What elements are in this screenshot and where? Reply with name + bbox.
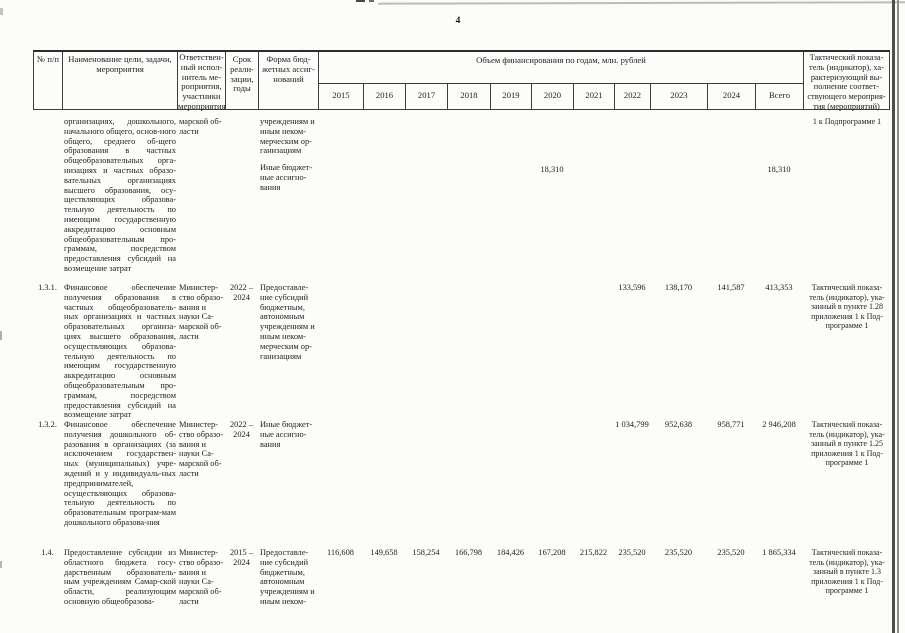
header-cell-indicator: Тактический показа-тель (индикатор), ха-… <box>804 52 890 111</box>
row-indicator: Тактический показа-тель (индикатор), ука… <box>809 420 885 468</box>
value-cell: 215,822 <box>579 548 608 557</box>
value-cell: 235,520 <box>717 548 745 557</box>
value-cell: 18,310 <box>540 165 564 174</box>
value-cell: 235,520 <box>618 548 646 557</box>
header-year-2023: 2023 <box>651 84 708 110</box>
header-year-2016: 2016 <box>364 84 406 110</box>
value-cell: 2 946,208 <box>762 420 796 429</box>
scan-artifact-mark <box>356 0 365 2</box>
header-cell-num: № п/п <box>34 52 63 110</box>
row-form: Предоставле-ние субсидий бюджетным, авто… <box>260 283 318 361</box>
header-year-total: Всего <box>756 84 804 110</box>
row-indicator: 1 к Подпрограмме 1 <box>812 117 882 126</box>
row-indicator: Тактический показа-тель (индикатор), ука… <box>809 548 885 596</box>
scan-speck <box>0 8 3 15</box>
value-cell: 158,254 <box>412 548 440 557</box>
header-year-2021: 2021 <box>574 84 615 110</box>
row-executor: Министер-ство образо-вания и науки Са-ма… <box>179 548 224 606</box>
value-cell: 413,353 <box>765 283 793 292</box>
value-cell: 18,310 <box>767 165 791 174</box>
value-cell: 958,771 <box>717 420 745 429</box>
scan-speck <box>0 561 2 568</box>
form-entry: Иные бюджет-ные ассигно-вания <box>260 163 313 192</box>
value-cell: 167,208 <box>538 548 566 557</box>
header-year-2015: 2015 <box>319 84 364 110</box>
table-row: 1.4. Предоставление субсидии из областно… <box>33 546 890 633</box>
row-form: Предоставле-ние субсидий бюджетным, авто… <box>260 548 318 607</box>
row-form: Иные бюджет-ные ассигно-вания <box>260 420 318 449</box>
form-entry: Предоставле-ние субсидий бюджетным, авто… <box>260 548 315 606</box>
financing-table: № п/п Наименование цели, задачи, меропри… <box>33 50 890 633</box>
row-term: 2015 – 2024 <box>229 548 254 567</box>
value-cell: 166,798 <box>454 548 483 557</box>
scan-edge-shadow <box>892 0 895 633</box>
row-name: Финансовое обеспечение получения образов… <box>64 283 176 420</box>
header-year-2017: 2017 <box>406 84 448 110</box>
scan-speck <box>0 331 2 340</box>
value-cell: 1 034,799 <box>615 420 649 429</box>
row-name: Предоставление субсидии из областного бю… <box>64 548 176 606</box>
header-year-2022: 2022 <box>615 84 651 110</box>
row-executor: марской об-ласти <box>179 117 222 136</box>
value-cell: 184,426 <box>496 548 525 557</box>
row-executor: Министер-ство образо-вания и науки Са-ма… <box>179 283 224 341</box>
header-year-2018: 2018 <box>448 84 491 110</box>
value-cell: 133,596 <box>618 283 646 292</box>
header-year-2024: 2024 <box>708 84 756 110</box>
value-cell: 1 865,334 <box>762 548 796 557</box>
row-num: 1.3.2. <box>38 420 57 429</box>
row-name: организациях, дошкольного, начального об… <box>64 117 176 273</box>
header-cell-name: Наименование цели, задачи, мероприятия <box>63 52 178 110</box>
value-cell: 235,520 <box>664 548 693 557</box>
header-cell-financing: Объем финансирования по годам, млн. рубл… <box>319 52 804 84</box>
row-term: 2022 – 2024 <box>229 283 254 302</box>
table-row: 1.3.2. Финансовое обеспечение получения … <box>33 418 890 546</box>
row-executor: Министер-ство образо-вания и науки Са-ма… <box>179 420 224 478</box>
row-name: Финансовое обеспечение получения дошколь… <box>64 420 176 527</box>
row-form: учреждениям и иным неком-мерческим ор-га… <box>260 117 318 193</box>
scan-edge-shadow <box>897 0 899 633</box>
value-cell: 141,587 <box>717 283 745 292</box>
scan-artifact-line <box>377 1 905 5</box>
form-entry: учреждениям и иным неком-мерческим ор-га… <box>260 117 315 156</box>
header-cell-executor: Ответствен-ный испол-нитель ме-роприятия… <box>178 52 226 111</box>
header-cell-form: Форма бюд-жетных ассиг-нований <box>259 52 319 110</box>
table-row: организациях, дошкольного, начального об… <box>33 115 890 281</box>
row-num: 1.4. <box>41 548 54 557</box>
header-year-2020: 2020 <box>532 84 574 110</box>
table-header: № п/п Наименование цели, задачи, меропри… <box>33 50 890 111</box>
table-row: 1.3.1. Финансовое обеспечение получения … <box>33 281 890 420</box>
form-entry: Предоставле-ние субсидий бюджетным, авто… <box>260 283 315 361</box>
value-cell: 138,170 <box>664 283 693 292</box>
value-cell: 149,658 <box>370 548 398 557</box>
row-indicator: Тактический показа-тель (индикатор), ука… <box>809 283 885 331</box>
row-num: 1.3.1. <box>38 283 57 292</box>
form-entry: Иные бюджет-ные ассигно-вания <box>260 420 313 449</box>
value-cell: 116,608 <box>327 548 354 557</box>
row-term: 2022 – 2024 <box>229 420 254 439</box>
header-year-2019: 2019 <box>491 84 532 110</box>
scan-artifact-mark <box>369 0 374 2</box>
page-number: 4 <box>455 16 461 26</box>
header-cell-term: Срок реали-зации, годы <box>226 52 259 110</box>
value-cell: 952,638 <box>664 420 693 429</box>
